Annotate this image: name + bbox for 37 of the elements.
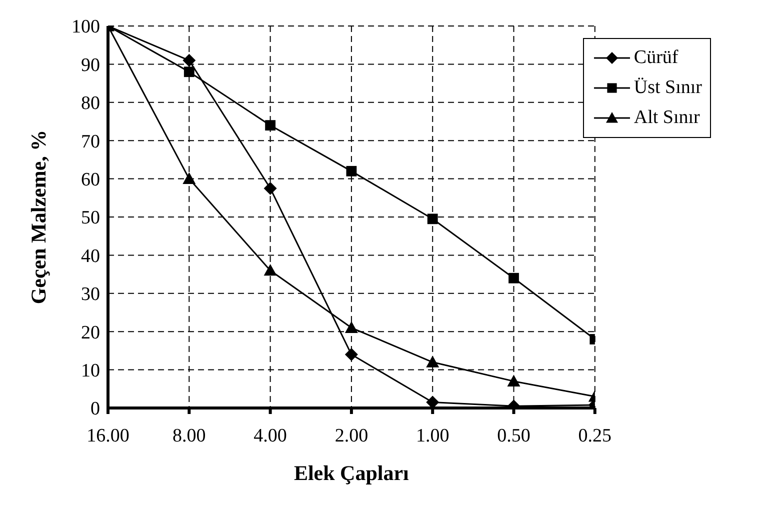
y-tick-label: 50 bbox=[81, 208, 100, 229]
legend-label: Üst Sınır bbox=[634, 76, 702, 100]
point bbox=[346, 166, 357, 176]
point bbox=[182, 172, 196, 184]
point bbox=[264, 182, 277, 195]
point bbox=[507, 374, 520, 386]
y-tick-label: 20 bbox=[81, 322, 100, 344]
y-tick-label: 30 bbox=[81, 284, 100, 306]
point bbox=[265, 120, 276, 131]
x-axis-title: Elek Çapları bbox=[294, 461, 410, 485]
x-tick-label: 16.00 bbox=[86, 425, 130, 446]
y-tick-label: 70 bbox=[81, 131, 100, 152]
x-tick-label: 2.00 bbox=[334, 425, 368, 446]
y-tick-label: 90 bbox=[81, 54, 100, 76]
legend-label: Alt Sınır bbox=[634, 106, 700, 130]
point bbox=[426, 356, 440, 368]
point bbox=[264, 264, 277, 276]
point bbox=[182, 54, 196, 67]
y-axis-title: Geçen Malzeme, % bbox=[26, 130, 50, 304]
point bbox=[427, 214, 438, 224]
x-tick-label: 4.00 bbox=[254, 425, 287, 446]
x-tick-label: 0.25 bbox=[578, 425, 612, 446]
y-tick-label: 40 bbox=[81, 246, 100, 267]
y-tick-label: 100 bbox=[72, 16, 100, 38]
x-tick-label: 1.00 bbox=[416, 425, 450, 446]
y-tick-label: 60 bbox=[81, 170, 100, 191]
point bbox=[184, 66, 194, 78]
y-tick-label: 80 bbox=[81, 93, 100, 114]
y-tick-label: 0 bbox=[90, 398, 100, 420]
point bbox=[344, 321, 358, 333]
point bbox=[344, 348, 358, 362]
y-tick-label: 10 bbox=[81, 360, 100, 382]
legend-label: Cürüf bbox=[634, 46, 678, 70]
point bbox=[508, 272, 519, 284]
x-tick-label: 8.00 bbox=[172, 425, 206, 446]
point bbox=[426, 396, 440, 408]
x-tick-label: 0.50 bbox=[497, 425, 530, 446]
